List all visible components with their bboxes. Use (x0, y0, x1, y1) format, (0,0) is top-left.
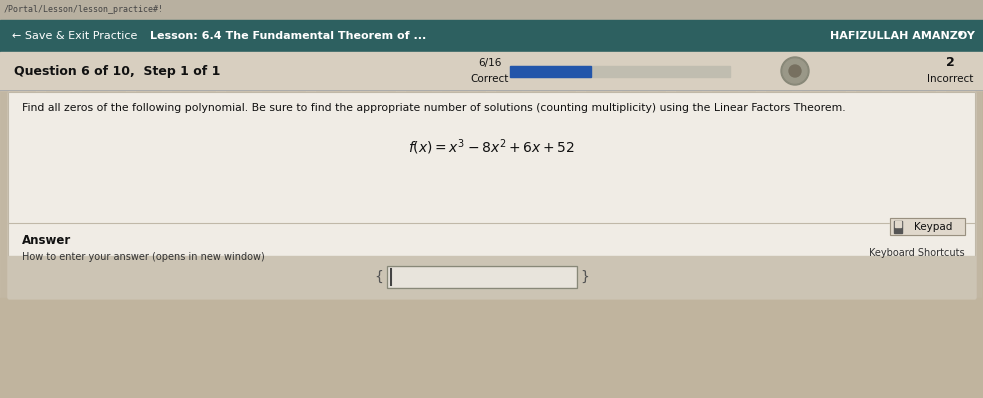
Bar (510, 66, 591, 76)
Bar (72, 0, 81, 398)
Bar (126, 0, 135, 398)
Bar (414, 0, 423, 398)
Text: 6/16: 6/16 (479, 59, 501, 68)
Bar (162, 0, 171, 398)
Bar (36, 0, 45, 398)
Bar (630, 0, 639, 398)
Circle shape (781, 57, 809, 85)
Bar (288, 0, 297, 398)
Bar (0, 20, 983, 52)
Text: How to enter your answer (opens in new window): How to enter your answer (opens in new w… (22, 252, 264, 262)
Bar (396, 0, 405, 398)
Bar (954, 0, 963, 398)
Text: $f(x) = x^3 - 8x^2 + 6x + 52$: $f(x) = x^3 - 8x^2 + 6x + 52$ (408, 137, 575, 157)
Text: {: { (375, 270, 383, 284)
Bar (198, 0, 207, 398)
Bar (894, 221, 902, 233)
Bar (306, 0, 315, 398)
Bar (0, 52, 983, 90)
Bar (666, 0, 675, 398)
Bar (360, 0, 369, 398)
Bar (144, 0, 153, 398)
Circle shape (783, 59, 807, 83)
Text: Keyboard Shortcuts: Keyboard Shortcuts (869, 248, 965, 258)
Text: /Portal/Lesson/lesson_practice#!: /Portal/Lesson/lesson_practice#! (4, 6, 164, 14)
Bar (576, 0, 585, 398)
Bar (792, 0, 801, 398)
Bar (180, 0, 189, 398)
Bar (900, 0, 909, 398)
Text: HAFIZULLAH AMANZOY: HAFIZULLAH AMANZOY (830, 31, 975, 41)
Bar (846, 0, 855, 398)
Bar (18, 0, 27, 398)
Bar (504, 0, 513, 398)
Bar (486, 0, 495, 398)
Text: Find all zeros of the following polynomial. Be sure to find the appropriate numb: Find all zeros of the following polynomi… (22, 103, 845, 113)
Bar (540, 0, 549, 398)
Bar (270, 0, 279, 398)
Bar (8, 92, 975, 298)
Text: 2: 2 (946, 56, 954, 69)
Bar (558, 0, 567, 398)
Bar (890, 218, 965, 235)
Text: Question 6 of 10,  Step 1 of 1: Question 6 of 10, Step 1 of 1 (14, 64, 220, 78)
Text: Correct: Correct (471, 74, 509, 84)
Bar (702, 0, 711, 398)
Bar (8, 256, 975, 298)
Bar (0, 0, 983, 20)
Bar (720, 0, 729, 398)
Bar (972, 0, 981, 398)
Bar (648, 0, 657, 398)
Bar (450, 0, 459, 398)
Bar (895, 221, 901, 227)
Bar (828, 0, 837, 398)
Bar (216, 0, 225, 398)
Bar (468, 0, 477, 398)
Text: }: } (580, 270, 589, 284)
Bar (0, 0, 9, 398)
Bar (864, 0, 873, 398)
Bar (108, 0, 117, 398)
Bar (594, 0, 603, 398)
Bar (738, 0, 747, 398)
Bar (510, 66, 730, 76)
Text: Answer: Answer (22, 234, 71, 248)
Bar (890, 218, 965, 235)
Bar (378, 0, 387, 398)
Text: Lesson: 6.4 The Fundamental Theorem of ...: Lesson: 6.4 The Fundamental Theorem of .… (150, 31, 427, 41)
Text: Incorrect: Incorrect (927, 74, 973, 84)
Bar (774, 0, 783, 398)
Bar (936, 0, 945, 398)
Bar (882, 0, 891, 398)
Bar (432, 0, 441, 398)
Bar (684, 0, 693, 398)
Bar (0, 298, 983, 398)
Bar (756, 0, 765, 398)
Bar (386, 266, 576, 288)
Bar (234, 0, 243, 398)
Bar (386, 266, 576, 288)
Bar (8, 92, 975, 298)
Circle shape (789, 65, 801, 77)
Bar (612, 0, 621, 398)
Text: ← Save & Exit Practice: ← Save & Exit Practice (12, 31, 138, 41)
Bar (252, 0, 261, 398)
Bar (324, 0, 333, 398)
Bar (810, 0, 819, 398)
Text: •: • (955, 29, 964, 43)
Text: Keypad: Keypad (914, 222, 953, 232)
Bar (54, 0, 63, 398)
Bar (90, 0, 99, 398)
Bar (342, 0, 351, 398)
Bar (522, 0, 531, 398)
Bar (918, 0, 927, 398)
